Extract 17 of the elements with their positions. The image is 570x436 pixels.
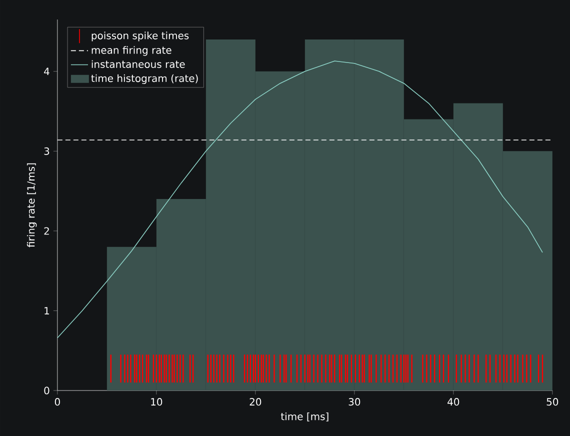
y-tick-label: 3 <box>44 147 50 155</box>
legend-label: instantaneous rate <box>92 60 185 68</box>
x-tick-label: 40 <box>448 398 460 406</box>
x-axis-title: time [ms] <box>280 412 328 422</box>
y-tick-label: 1 <box>44 307 49 314</box>
legend-label: poisson spike times <box>92 32 189 42</box>
x-tick-label: 20 <box>250 398 262 406</box>
y-tick-label: 0 <box>44 386 50 394</box>
x-tick-label: 50 <box>546 398 558 406</box>
y-axis-title: firing rate [1/ms] <box>26 163 37 248</box>
x-tick-label: 0 <box>54 398 60 406</box>
y-tick-label: 4 <box>44 68 50 76</box>
legend-label: time histogram (rate) <box>91 74 198 84</box>
y-tick-label: 2 <box>44 227 49 235</box>
x-tick-label: 30 <box>348 398 360 406</box>
legend-label: mean firing rate <box>92 46 172 56</box>
x-tick-label: 10 <box>151 398 162 406</box>
